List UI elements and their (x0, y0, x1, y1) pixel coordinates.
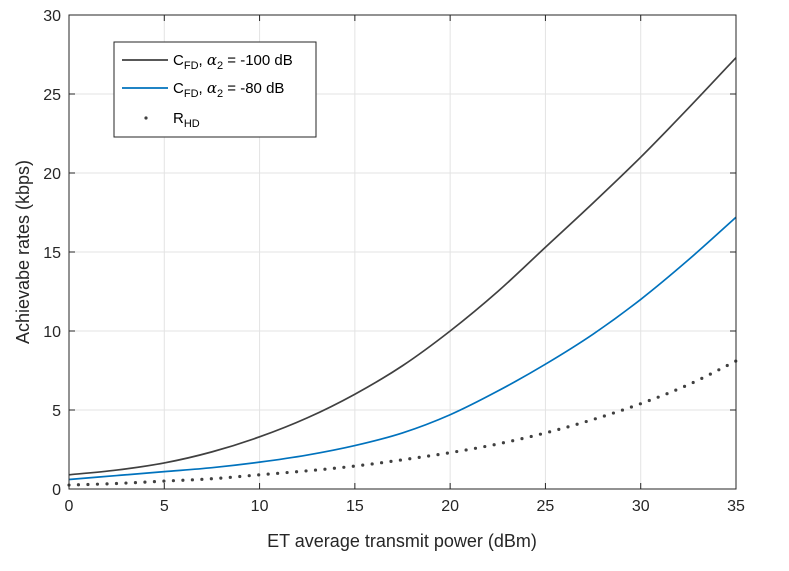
series-layer (67, 57, 738, 487)
data-point (354, 393, 356, 395)
data-point (592, 202, 594, 204)
data-point (640, 403, 642, 405)
data-point (354, 445, 356, 447)
x-tick-label: 5 (160, 498, 169, 515)
legend-box (113, 41, 317, 138)
data-point (545, 363, 547, 365)
data-point (211, 467, 213, 469)
data-point (163, 480, 165, 482)
legend-label: RHD (173, 110, 200, 130)
data-point (306, 454, 308, 456)
legend-label-main: R (173, 110, 184, 127)
data-point (402, 432, 404, 434)
x-tick-label: 35 (727, 498, 745, 515)
legend-label-rest: = -100 dB (223, 52, 293, 69)
data-point (116, 475, 118, 477)
legend-label-main: C (173, 80, 184, 97)
legend-label-sub: HD (184, 118, 200, 130)
data-point (259, 461, 261, 463)
legend-label-sep: , (199, 52, 207, 69)
data-point (497, 390, 499, 392)
legend-label-alpha-sub: 2 (217, 60, 223, 72)
x-tick-label: 0 (65, 498, 74, 515)
data-point (402, 459, 404, 461)
legend-label-sub: FD (184, 88, 199, 100)
y-tick-label: 20 (43, 166, 61, 183)
data-point (116, 483, 118, 485)
legend-label-rest: = -80 dB (223, 80, 284, 97)
y-axis-title: Achievabe rates (kbps) (13, 160, 33, 344)
data-point (688, 259, 690, 261)
x-tick-label: 20 (441, 498, 459, 515)
data-point (306, 470, 308, 472)
data-point (163, 462, 165, 464)
data-point (497, 291, 499, 293)
legend-marker-dot (144, 116, 148, 120)
data-point (592, 333, 594, 335)
series-line-c-fd-2-80-db (68, 216, 737, 481)
data-point (592, 419, 594, 421)
data-point (259, 474, 261, 476)
data-point (259, 436, 261, 438)
y-tick-label: 0 (52, 482, 61, 499)
data-point (545, 432, 547, 434)
data-point (688, 384, 690, 386)
data-point (449, 452, 451, 454)
data-point (640, 299, 642, 301)
y-tick-label: 10 (43, 324, 61, 341)
y-tick-label: 25 (43, 87, 61, 104)
data-point (497, 443, 499, 445)
data-point (640, 156, 642, 158)
legend-label-alpha: α (207, 51, 217, 69)
y-tick-label: 15 (43, 245, 61, 262)
data-point (354, 465, 356, 467)
data-point (306, 417, 308, 419)
legend-label-alpha: α (207, 79, 217, 97)
tick-labels: 0 5 10 15 20 25 30 35 0 5 10 15 20 25 30 (43, 8, 745, 515)
legend-label: CFD, α2 = -80 dB (173, 79, 284, 100)
y-tick-label: 5 (52, 403, 61, 420)
data-point (116, 469, 118, 471)
y-tick-label: 30 (43, 8, 61, 25)
x-tick-label: 10 (251, 498, 269, 515)
data-point (449, 330, 451, 332)
data-point (402, 365, 404, 367)
x-tick-label: 15 (346, 498, 364, 515)
legend-label-sub: FD (184, 60, 199, 72)
data-point (211, 478, 213, 480)
legend-label-alpha-sub: 2 (217, 88, 223, 100)
data-point (449, 414, 451, 416)
series-line-c-fd-2-100-db (68, 57, 737, 476)
x-axis-title: ET average transmit power (dBm) (267, 531, 537, 551)
x-tick-label: 25 (537, 498, 555, 515)
legend-label-main: C (173, 52, 184, 69)
data-point (211, 451, 213, 453)
data-point (688, 107, 690, 109)
axis-ticks (68, 14, 737, 490)
legend-label: CFD, α2 = -100 dB (173, 51, 293, 72)
x-tick-label: 30 (632, 498, 650, 515)
data-point (545, 246, 547, 248)
legend-label-sep: , (199, 80, 207, 97)
data-point (163, 471, 165, 473)
